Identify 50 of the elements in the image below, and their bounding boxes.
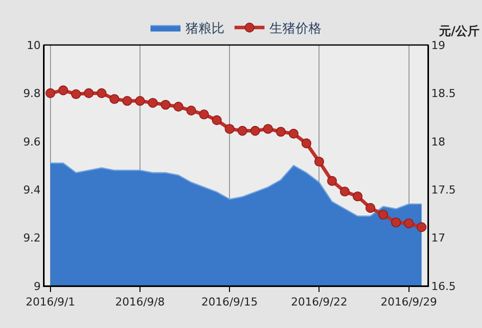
legend-label: 生猪价格: [270, 22, 322, 37]
point: [174, 102, 184, 112]
point: [366, 203, 376, 213]
point: [135, 96, 145, 106]
legend-label: 猪粮比: [186, 22, 224, 37]
x-tick-label: 2016/9/1: [26, 295, 76, 308]
point: [122, 96, 132, 106]
point: [352, 191, 362, 202]
point: [416, 222, 426, 232]
point: [263, 124, 273, 134]
x-tick-label: 2016/9/29: [380, 295, 438, 308]
point: [160, 100, 170, 110]
x-tick-label: 2016/9/22: [290, 295, 348, 308]
y2-tick-label: 19: [431, 38, 446, 52]
point: [58, 85, 68, 96]
point: [186, 106, 196, 116]
point: [238, 126, 248, 136]
point: [46, 88, 56, 98]
point: [391, 217, 401, 228]
y-tick-label: 9.8: [23, 87, 41, 100]
y-tick-label: 9.2: [23, 232, 41, 245]
x-tick-label: 2016/9/15: [201, 295, 258, 308]
point: [250, 126, 260, 136]
point: [276, 126, 286, 137]
point: [224, 124, 234, 134]
point: [288, 128, 298, 139]
y2-tick-label: 18: [431, 135, 446, 148]
y2-tick-label: 17.5: [431, 183, 456, 196]
y-tick-label: 9.6: [23, 135, 41, 148]
y-tick-label: 9.4: [23, 183, 41, 196]
point: [148, 98, 158, 108]
point: [110, 94, 120, 104]
point: [71, 89, 81, 100]
y2-tick-label: 18.5: [431, 87, 456, 100]
point: [96, 88, 106, 98]
point: [404, 218, 414, 228]
y2-axis-title: 元/公斤: [438, 24, 480, 38]
point: [314, 156, 324, 167]
point: [302, 138, 312, 148]
y2-tick-label: 16.5: [431, 280, 456, 293]
y-tick-label: 9: [34, 280, 41, 293]
point: [340, 186, 350, 196]
point: [84, 88, 94, 98]
point: [212, 115, 222, 126]
point: [199, 110, 209, 120]
x-tick-label: 2016/9/8: [115, 295, 165, 308]
point: [378, 210, 388, 220]
point: [327, 176, 337, 186]
y-tick-label: 10: [26, 38, 41, 52]
y2-tick-label: 17: [431, 232, 446, 245]
